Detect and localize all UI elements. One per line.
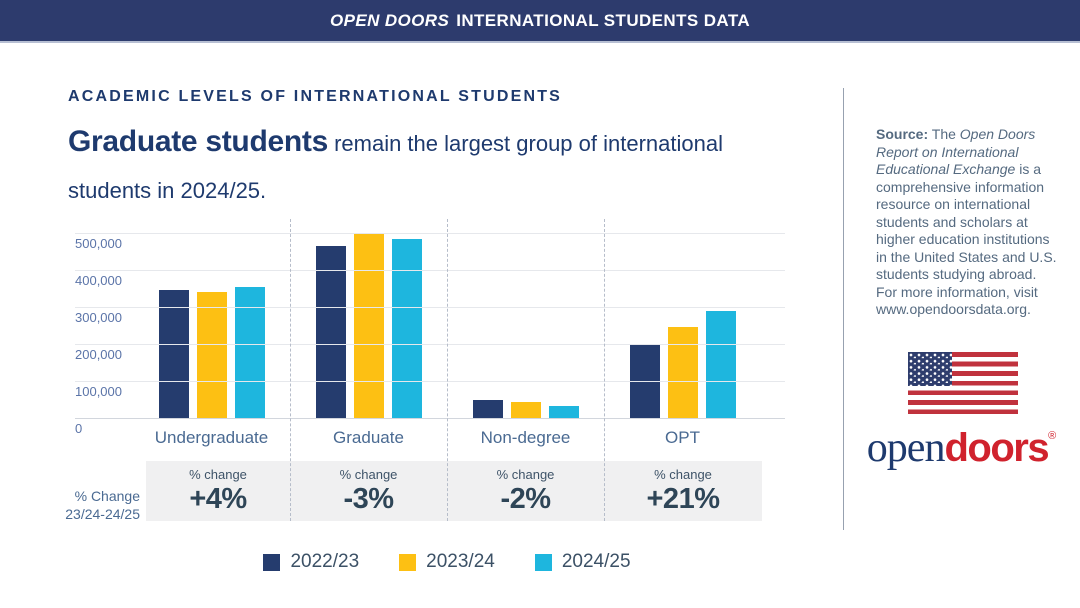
bar-2024-25-undergraduate (234, 286, 265, 418)
pct-change-cell-label: % change (339, 466, 398, 482)
bar-2023-24-non-degree (510, 401, 541, 418)
y-tick-label: 200,000 (75, 347, 122, 363)
chart-headline: Graduate students remain the largest gro… (68, 118, 728, 214)
legend-swatch-icon (399, 553, 417, 571)
us-flag-icon (908, 352, 1018, 415)
y-tick-label: 0 (75, 421, 83, 436)
bar-2022-23-non-degree (472, 399, 503, 418)
dashed-separator (290, 219, 291, 521)
legend-item-2022-23: 2022/23 (263, 551, 359, 573)
pct-change-cell-undergraduate: % change +4% (146, 461, 290, 521)
pct-change-cell-label: % change (189, 466, 247, 482)
bar-group-opt (604, 215, 761, 418)
bar-group-non-degree (447, 215, 604, 418)
gridline-500000 (75, 233, 785, 235)
source-text-1: The (928, 126, 960, 142)
pct-change-cell-graduate: % change -3% (290, 461, 447, 521)
legend-label: 2023/24 (426, 551, 495, 572)
pct-change-value: -2% (500, 482, 551, 515)
gridline-100000 (75, 381, 785, 383)
section-kicker: ACADEMIC LEVELS OF INTERNATIONAL STUDENT… (68, 88, 563, 105)
y-tick-label: 100,000 (75, 384, 122, 400)
bar-group-undergraduate (133, 215, 290, 418)
logo-open: open (866, 425, 946, 471)
gridline-200000 (75, 344, 785, 346)
x-label-non-degree: Non-degree (480, 428, 571, 447)
x-label-undergraduate: Undergraduate (154, 428, 269, 447)
pct-change-value: +21% (646, 482, 720, 515)
legend-item-2023-24: 2023/24 (399, 551, 495, 573)
legend-swatch-icon (534, 553, 552, 571)
top-banner: OPEN DOORS INTERNATIONAL STUDENTS DATA (0, 0, 1080, 43)
bar-2024-25-opt (705, 311, 736, 418)
banner-title-italic: OPEN DOORS (329, 10, 450, 30)
headline-emphasis: Graduate students (68, 125, 328, 158)
source-text-2: is a comprehensive information resource … (876, 161, 1057, 317)
pct-change-value: -3% (343, 482, 394, 515)
pct-change-axis-label: % Change 23/24-24/25 (30, 487, 140, 523)
legend-item-2024-25: 2024/25 (534, 551, 631, 573)
logo-doors: doors (944, 426, 1049, 470)
bar-chart: 0 100,000 200,000 300,000 400,000 500,000 (75, 215, 785, 436)
us-flag-canton (908, 352, 952, 386)
bar-2024-25-non-degree (548, 406, 579, 418)
headline-rest: remain the largest group of internationa… (68, 131, 723, 203)
plot-area (133, 215, 761, 418)
bar-2024-25-graduate (391, 238, 422, 418)
pct-change-cell-label: % change (654, 466, 712, 482)
legend-label: 2022/23 (290, 551, 360, 572)
y-tick-label: 300,000 (75, 310, 122, 326)
x-axis-labels: Undergraduate Graduate Non-degree OPT (133, 428, 761, 448)
source-note: Source: The Open Doors Report on Interna… (876, 126, 1060, 319)
opendoors-logo: opendoors® (843, 424, 1080, 472)
pct-change-cell-label: % change (496, 466, 555, 482)
pct-change-axis-label-line2: 23/24-24/25 (65, 506, 140, 522)
bar-2022-23-undergraduate (158, 289, 189, 418)
bar-2023-24-undergraduate (196, 292, 227, 418)
source-report-title: Open Doors Report on International Educa… (876, 126, 1036, 177)
bar-2023-24-graduate (353, 232, 384, 418)
x-label-graduate: Graduate (333, 428, 404, 447)
registered-mark-icon: ® (1048, 430, 1057, 442)
gridline-400000 (75, 270, 785, 272)
chart-legend: 2022/23 2023/24 2024/25 (133, 551, 761, 573)
dashed-separator (604, 219, 605, 521)
source-label: Source: (876, 126, 929, 142)
banner-title-rest: INTERNATIONAL STUDENTS DATA (456, 10, 751, 30)
pct-change-cell-non-degree: % change -2% (447, 461, 604, 521)
legend-label: 2024/25 (561, 551, 631, 572)
y-tick-label: 400,000 (75, 273, 122, 289)
gridline-300000 (75, 307, 785, 309)
bar-group-graduate (290, 215, 447, 418)
x-label-opt: OPT (665, 428, 700, 447)
pct-change-value: +4% (189, 482, 247, 515)
y-tick-label: 500,000 (75, 236, 122, 252)
bar-2022-23-graduate (315, 246, 346, 418)
gridline-0 (75, 418, 785, 419)
dashed-separator (447, 219, 448, 521)
vertical-divider (843, 88, 844, 530)
pct-change-cell-opt: % change +21% (604, 461, 762, 521)
bar-2023-24-opt (667, 326, 698, 418)
pct-change-axis-label-line1: % Change (74, 488, 140, 504)
legend-swatch-icon (263, 553, 281, 571)
